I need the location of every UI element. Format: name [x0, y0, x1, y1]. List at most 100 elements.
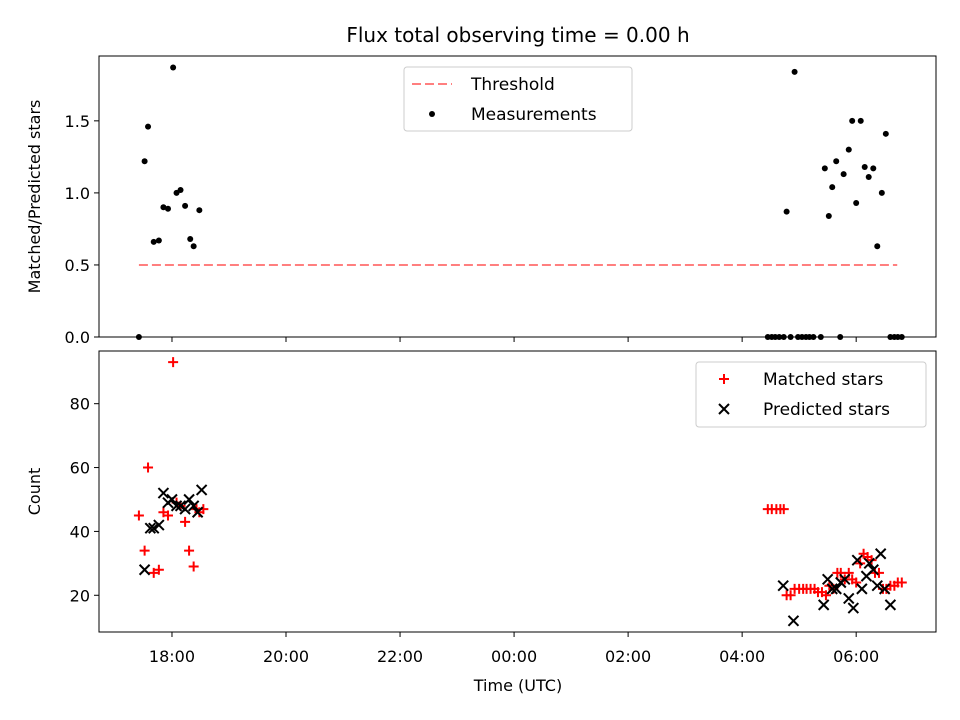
data-point [177, 187, 184, 194]
chart-title: Flux total observing time = 0.00 h [346, 23, 689, 47]
data-point [825, 212, 832, 219]
data-point [856, 583, 868, 595]
data-point [865, 174, 872, 181]
data-point [777, 579, 789, 592]
top-panel: 0.0 0.5 1.0 1.5 Matched/Predicted stars Thres… [25, 55, 937, 347]
data-point [884, 599, 897, 611]
y-tick-label: 1.5 [65, 112, 90, 131]
y-tick-label: 0.5 [65, 256, 90, 275]
y-axis-label: Count [25, 468, 44, 516]
data-point [143, 462, 154, 473]
data-point [148, 567, 159, 578]
bottom-panel: 20 40 60 80 18:00 20:00 22:00 00:00 02:00 04:00 06… [25, 350, 937, 666]
data-point [870, 165, 877, 172]
axes-frame [98, 350, 937, 633]
data-point [179, 503, 191, 515]
data-point [882, 130, 889, 137]
data-point [843, 592, 855, 605]
data-point [153, 564, 164, 575]
legend-label: Predicted stars [763, 400, 890, 420]
data-point [896, 577, 907, 588]
data-point [148, 522, 160, 534]
data-point [196, 207, 203, 214]
series-predicted-stars [138, 484, 897, 627]
data-point [180, 516, 191, 527]
data-point [787, 615, 800, 627]
data-point [871, 579, 883, 592]
data-point [849, 117, 856, 124]
data-point [847, 602, 860, 614]
data-point [861, 163, 868, 170]
y-tick-label: 80 [70, 395, 90, 414]
data-point [183, 493, 195, 506]
data-point [791, 68, 798, 75]
data-point [133, 510, 144, 521]
data-point [817, 334, 824, 340]
data-point [778, 504, 789, 515]
data-point [833, 158, 840, 165]
x-axis-label: Time (UTC) [473, 676, 562, 695]
legend-box [403, 66, 633, 132]
legend-box [695, 361, 927, 428]
x-tick-label: 06:00 [833, 647, 879, 666]
data-point [863, 557, 875, 570]
data-point [141, 158, 148, 165]
data-point [810, 334, 817, 340]
data-point [135, 334, 142, 340]
data-point [166, 493, 178, 506]
y-tick-label: 60 [70, 459, 90, 478]
data-point [874, 548, 887, 560]
data-point [783, 208, 790, 215]
data-point [874, 243, 881, 250]
data-point [840, 171, 847, 178]
data-point [144, 522, 157, 534]
data-point [182, 202, 189, 209]
legend-marker [718, 403, 730, 415]
series-measurements [135, 64, 905, 340]
y-axis-label: Matched/Predicted stars [25, 100, 44, 294]
data-point [867, 564, 879, 576]
data-point [821, 165, 828, 172]
series-matched-stars [133, 357, 907, 601]
data-point [830, 583, 842, 595]
data-point [187, 500, 200, 512]
x-tick-label: 04:00 [719, 647, 765, 666]
y-tick-label: 0.0 [65, 328, 90, 347]
data-point [168, 357, 179, 368]
legend-marker [719, 374, 729, 384]
x-tick-label: 18:00 [149, 647, 195, 666]
data-point [164, 205, 171, 212]
x-tick-label: 22:00 [377, 647, 423, 666]
x-tick-label: 02:00 [605, 647, 651, 666]
data-point [820, 590, 831, 601]
data-point [826, 583, 838, 595]
legend-label: Threshold [470, 75, 555, 95]
data-point [160, 204, 167, 211]
data-point [785, 590, 796, 601]
data-point [188, 561, 199, 572]
data-point [190, 243, 197, 250]
y-tick-label: 1.0 [65, 184, 90, 203]
data-point [170, 500, 183, 512]
data-point [878, 583, 891, 595]
legend: Matched stars Predicted stars [695, 361, 927, 428]
data-point [853, 199, 860, 206]
data-point [787, 334, 794, 340]
data-point [898, 334, 905, 340]
data-point [170, 64, 177, 71]
data-point [857, 117, 864, 124]
x-tick-label: 20:00 [263, 647, 309, 666]
data-point [821, 573, 834, 586]
data-point [138, 564, 151, 576]
data-point [157, 487, 170, 499]
data-point [187, 236, 194, 243]
data-point [837, 334, 844, 340]
y-tick-label: 20 [70, 586, 90, 605]
data-point [839, 573, 851, 586]
data-point [817, 599, 830, 611]
data-point [184, 545, 195, 556]
data-point [851, 577, 862, 588]
data-point [878, 189, 885, 196]
data-point [150, 238, 157, 245]
